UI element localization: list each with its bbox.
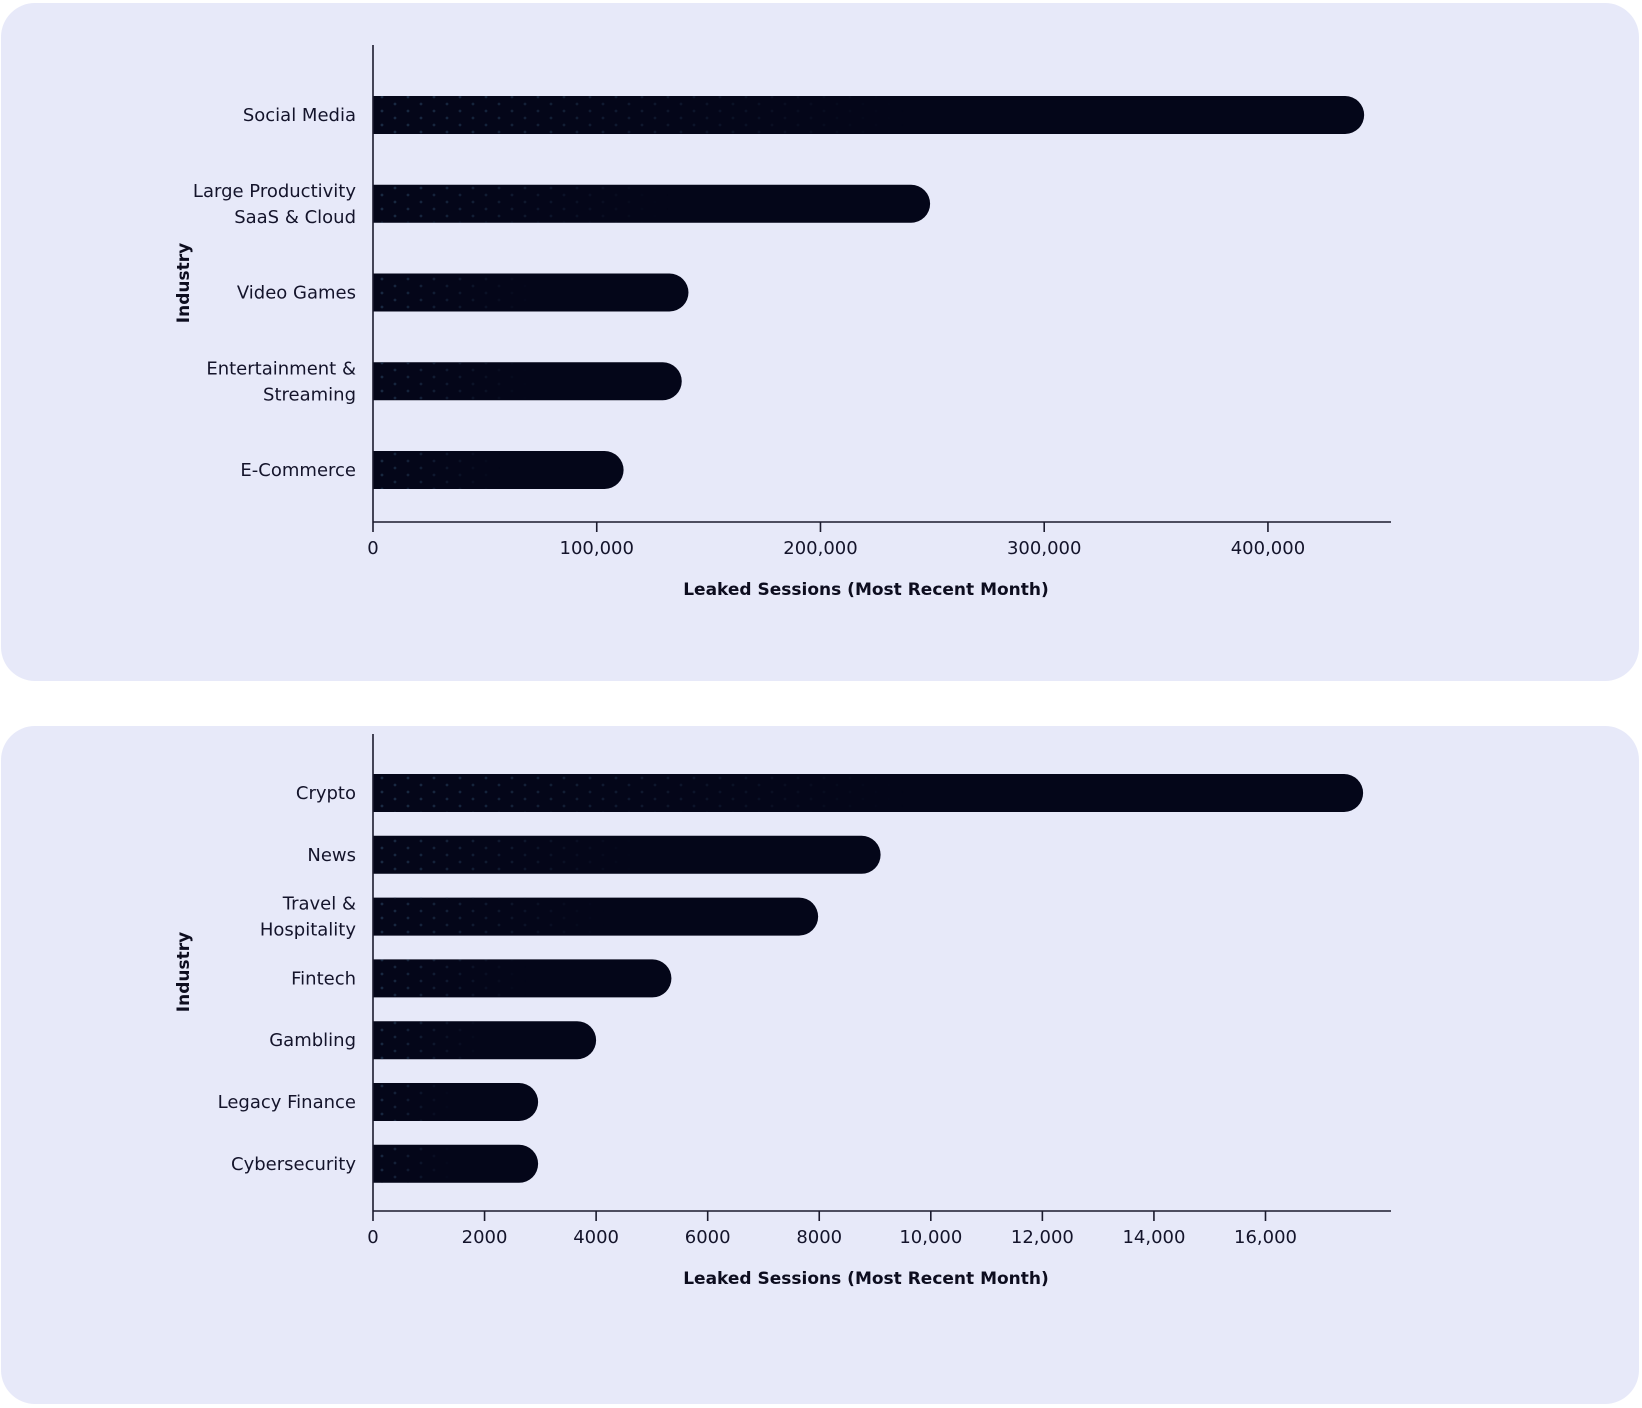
bar-chart-bottom: Crypto News Travel & Hospitality Fintech Gamb…: [174, 734, 1391, 1289]
x-tick-label: 16,000: [1234, 1227, 1297, 1248]
category-label: Entertainment & Streaming: [206, 358, 356, 405]
x-tick-label: 0: [367, 1227, 378, 1248]
x-tick-label: 400,000: [1231, 538, 1305, 559]
bar-texture: [373, 1083, 520, 1121]
x-tick-label: 4000: [573, 1227, 619, 1248]
category-label: News: [307, 845, 356, 866]
bar-texture: [373, 96, 1346, 134]
x-axis-title: Leaked Sessions (Most Recent Month): [683, 580, 1049, 600]
category-label: Large Productivity SaaS & Cloud: [193, 181, 356, 228]
x-tick-label: 10,000: [899, 1227, 962, 1248]
category-label: Gambling: [269, 1030, 356, 1051]
x-tick-label: 8000: [796, 1227, 842, 1248]
category-label: Social Media: [243, 105, 356, 126]
x-tick-label: 12,000: [1011, 1227, 1074, 1248]
bar-texture: [373, 959, 653, 998]
category-label: Legacy Finance: [218, 1092, 356, 1113]
category-label: Travel & Hospitality: [260, 894, 357, 941]
category-label: Cybersecurity: [231, 1154, 356, 1175]
category-label: Fintech: [291, 968, 356, 989]
bar-texture: [373, 184, 912, 223]
bar-texture: [373, 1144, 520, 1183]
x-tick-label: 100,000: [560, 538, 634, 559]
category-label: Crypto: [296, 783, 356, 804]
x-tick-label: 0: [367, 538, 378, 559]
bar-chart-top: Social Media Large Productivity SaaS & Clo…: [174, 45, 1391, 600]
bar-texture: [373, 362, 663, 401]
x-axis-title: Leaked Sessions (Most Recent Month): [683, 1269, 1049, 1289]
bar-texture: [373, 1021, 578, 1060]
x-tick-label: 14,000: [1122, 1227, 1185, 1248]
bar-texture: [373, 774, 1345, 812]
chart-panel-bottom: Crypto News Travel & Hospitality Fintech Gamb…: [1, 726, 1639, 1404]
category-label: E-Commerce: [240, 460, 356, 481]
bar-texture: [373, 897, 800, 936]
x-tick-label: 6000: [685, 1227, 731, 1248]
y-axis-title: Industry: [174, 932, 194, 1012]
x-tick-label: 2000: [462, 1227, 508, 1248]
chart-panel-top: Social Media Large Productivity SaaS & Clo…: [1, 3, 1639, 681]
x-tick-label: 200,000: [783, 538, 857, 559]
bar-texture: [373, 273, 670, 312]
category-label: Video Games: [237, 283, 356, 304]
x-tick-label: 300,000: [1007, 538, 1081, 559]
bar-texture: [373, 835, 862, 874]
y-axis-title: Industry: [174, 243, 194, 323]
bar-texture: [373, 451, 605, 489]
